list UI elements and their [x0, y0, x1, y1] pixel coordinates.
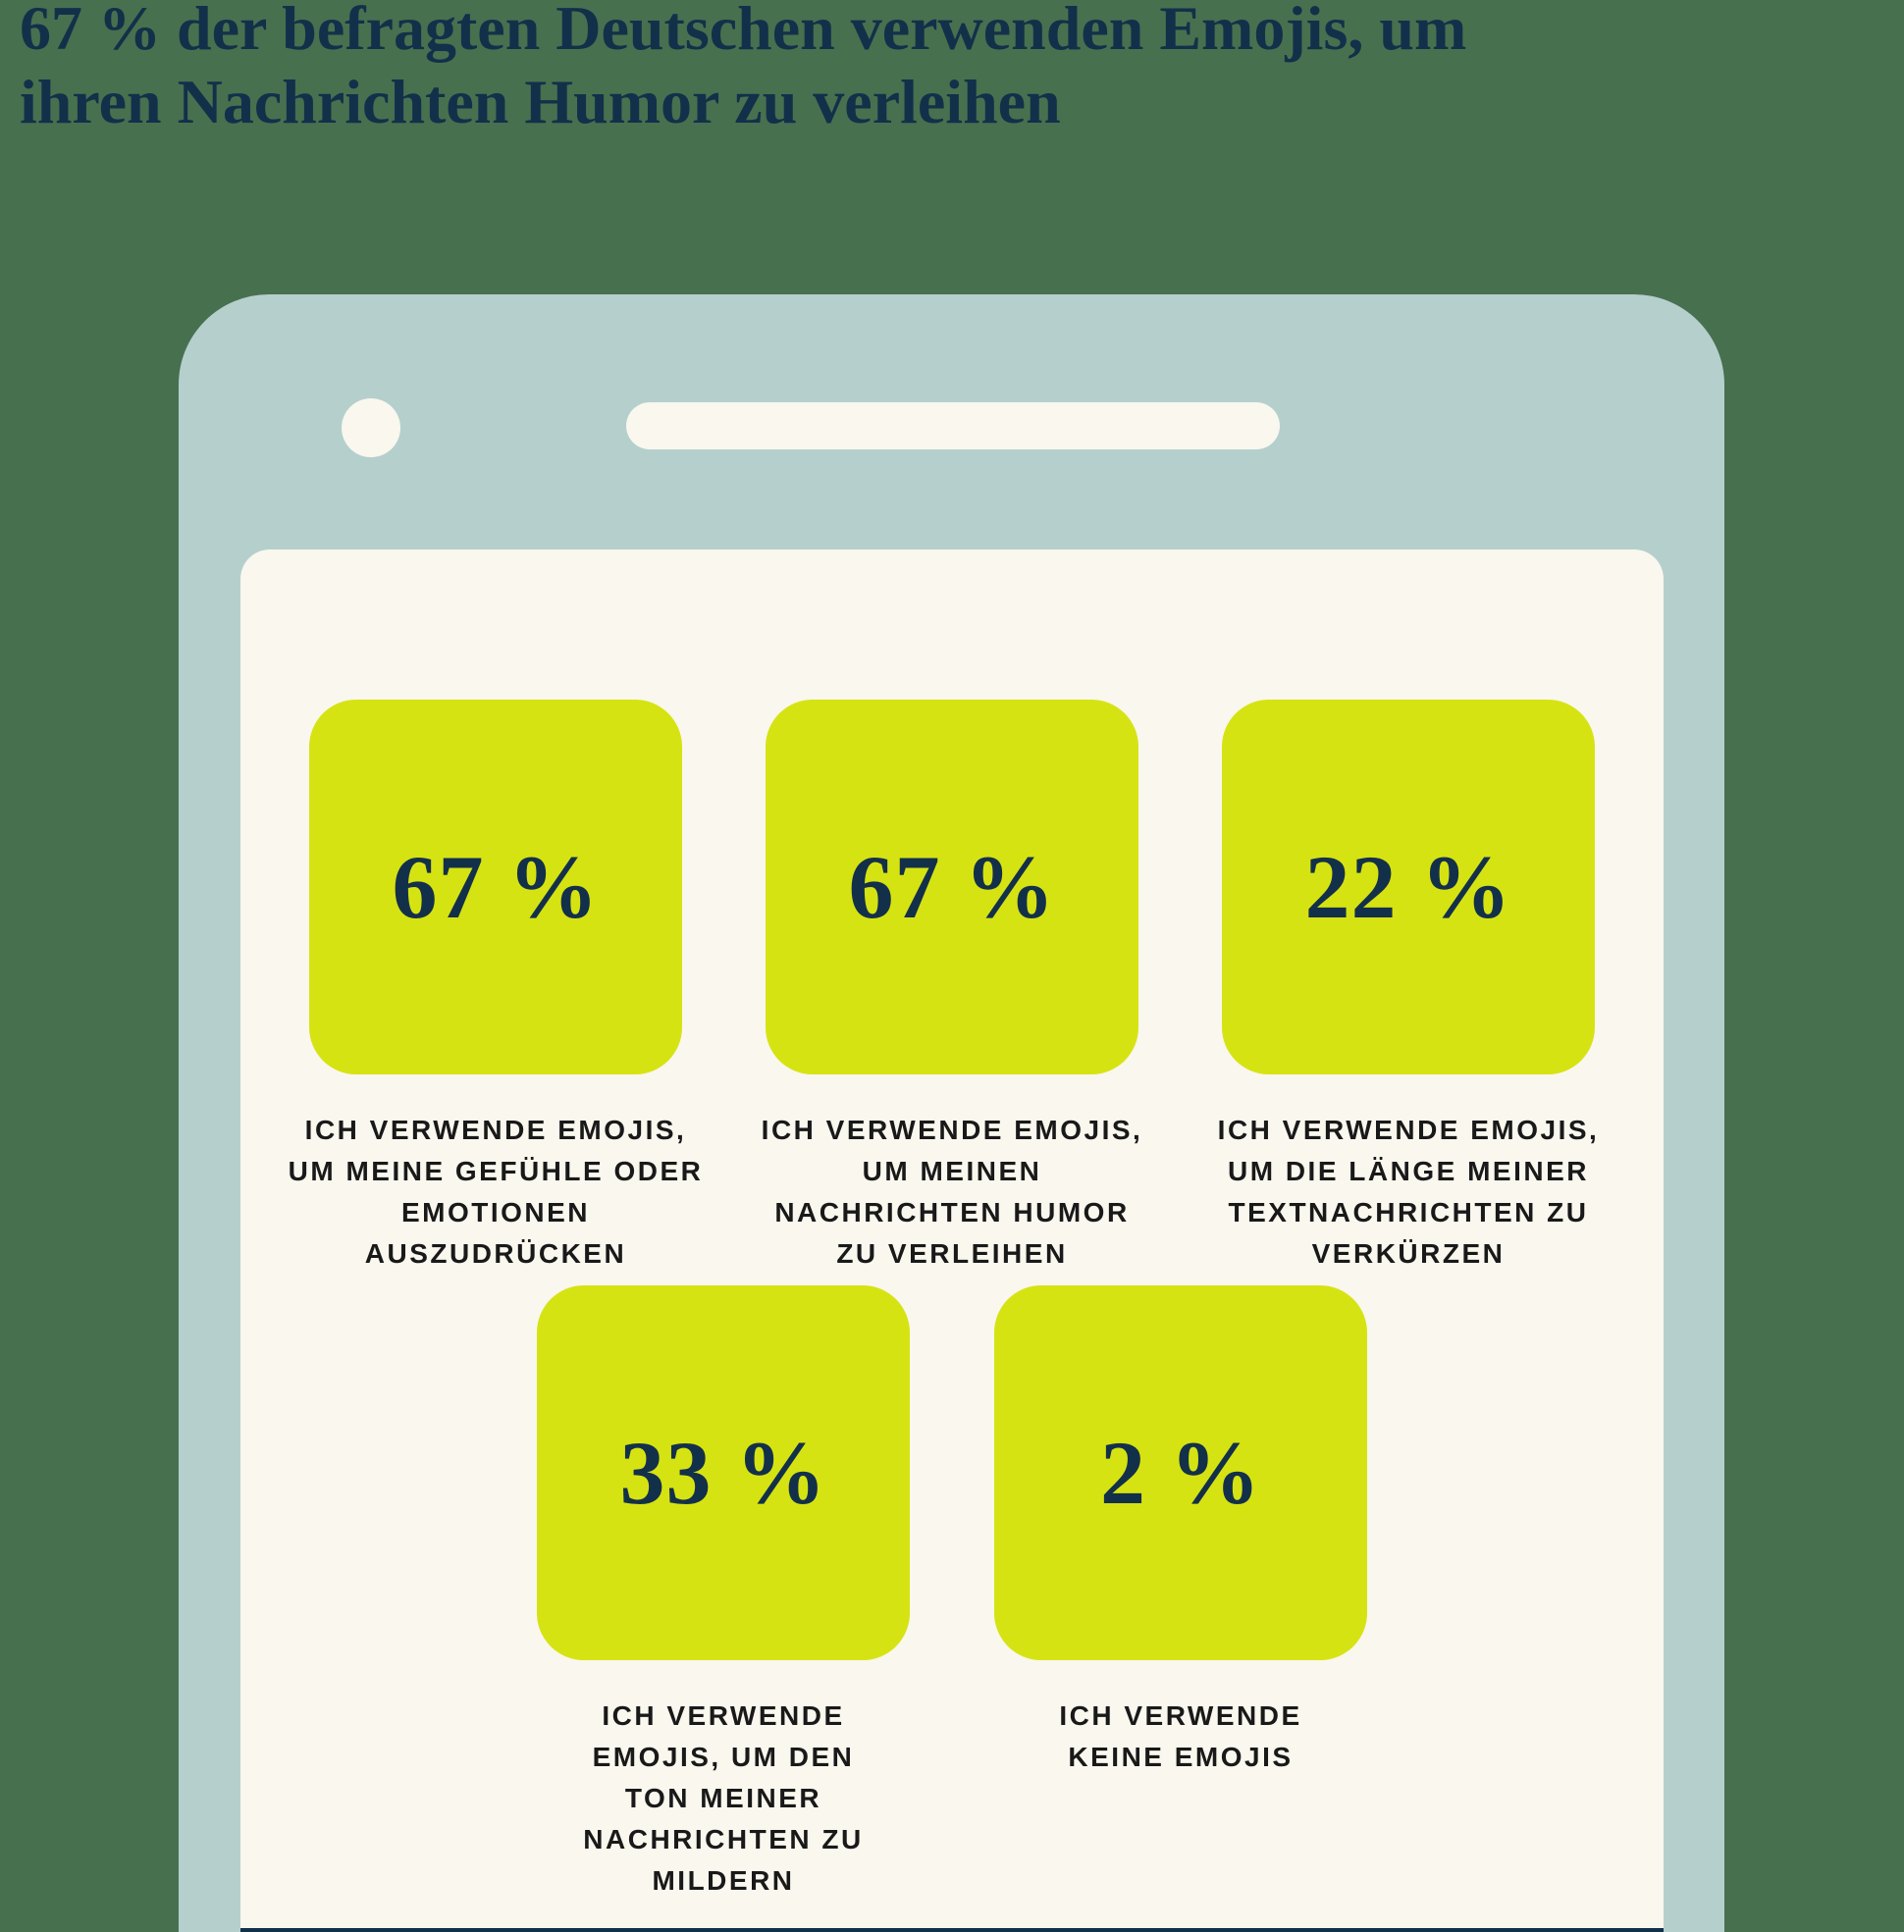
stat-tile-soften-tone: 33 % ICH VERWENDE EMOJIS, UM DEN TON MEI… [537, 1285, 910, 1902]
stat-value-box: 67 % [766, 700, 1138, 1074]
page-title: 67 % der befragten Deutschen verwenden E… [20, 0, 1467, 136]
stat-tile-no-emojis: 2 % ICH VERWENDE KEINE EMOJIS [994, 1285, 1367, 1778]
stat-value: 33 % [619, 1423, 827, 1523]
stat-caption: ICH VERWENDE EMOJIS, UM MEINE GEFÜHLE OD… [288, 1115, 704, 1269]
stat-value-box: 33 % [537, 1285, 910, 1660]
phone-mockup: 67 % ICH VERWENDE EMOJIS, UM MEINE GEFÜH… [179, 294, 1724, 1932]
stat-caption: ICH VERWENDE EMOJIS, UM DEN TON MEINER N… [583, 1700, 864, 1896]
stat-value-box: 22 % [1222, 700, 1595, 1074]
stat-value: 22 % [1304, 837, 1512, 937]
stat-value-box: 67 % [309, 700, 682, 1074]
stat-value: 67 % [392, 837, 600, 937]
stat-value-box: 2 % [994, 1285, 1367, 1660]
stat-tile-feelings: 67 % ICH VERWENDE EMOJIS, UM MEINE GEFÜH… [289, 700, 701, 1275]
stat-tile-humor: 67 % ICH VERWENDE EMOJIS, UM MEINEN NACH… [762, 700, 1140, 1275]
speaker-bar-icon [626, 402, 1280, 449]
screen-bottom-divider [240, 1928, 1664, 1932]
phone-screen: 67 % ICH VERWENDE EMOJIS, UM MEINE GEFÜH… [240, 549, 1664, 1932]
stat-caption: ICH VERWENDE KEINE EMOJIS [1059, 1700, 1302, 1772]
camera-dot-icon [342, 398, 400, 457]
stat-value: 2 % [1100, 1423, 1261, 1523]
stat-tile-shorten: 22 % ICH VERWENDE EMOJIS, UM DIE LÄNGE M… [1218, 700, 1597, 1275]
stat-value: 67 % [848, 837, 1056, 937]
stat-caption: ICH VERWENDE EMOJIS, UM DIE LÄNGE MEINER… [1217, 1115, 1600, 1269]
stat-caption: ICH VERWENDE EMOJIS, UM MEINEN NACHRICHT… [761, 1115, 1143, 1269]
